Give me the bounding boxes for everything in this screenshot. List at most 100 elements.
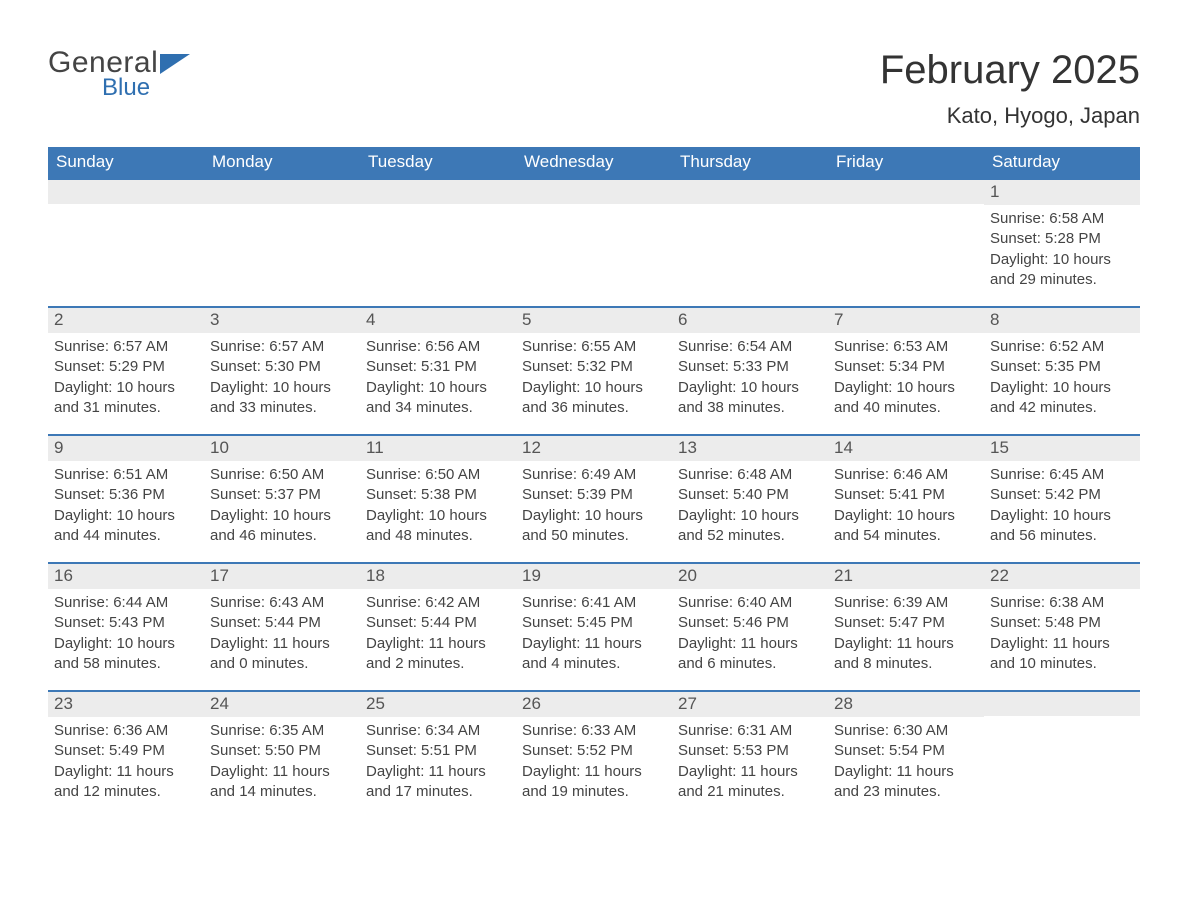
sunset-line: Sunset: 5:52 PM: [522, 741, 666, 761]
day-number: 6: [672, 308, 828, 333]
brand-word-2: Blue: [102, 76, 158, 100]
sunrise-line: Sunrise: 6:45 AM: [990, 465, 1134, 485]
day-details: Sunrise: 6:48 AMSunset: 5:40 PMDaylight:…: [672, 461, 828, 548]
day-details: Sunrise: 6:53 AMSunset: 5:34 PMDaylight:…: [828, 333, 984, 420]
daylight-line-1: Daylight: 10 hours: [54, 634, 198, 654]
calendar-day: 16Sunrise: 6:44 AMSunset: 5:43 PMDayligh…: [48, 564, 204, 676]
sunrise-line: Sunrise: 6:44 AM: [54, 593, 198, 613]
sunrise-line: Sunrise: 6:56 AM: [366, 337, 510, 357]
sunset-line: Sunset: 5:48 PM: [990, 613, 1134, 633]
calendar-day: 1Sunrise: 6:58 AMSunset: 5:28 PMDaylight…: [984, 180, 1140, 292]
sunset-line: Sunset: 5:39 PM: [522, 485, 666, 505]
day-details: Sunrise: 6:56 AMSunset: 5:31 PMDaylight:…: [360, 333, 516, 420]
sunset-line: Sunset: 5:53 PM: [678, 741, 822, 761]
sunset-line: Sunset: 5:41 PM: [834, 485, 978, 505]
daylight-line-2: and 10 minutes.: [990, 654, 1134, 674]
dow-friday: Friday: [828, 147, 984, 178]
sunrise-line: Sunrise: 6:49 AM: [522, 465, 666, 485]
daylight-line-1: Daylight: 11 hours: [366, 634, 510, 654]
day-number: 9: [48, 436, 204, 461]
sunrise-line: Sunrise: 6:50 AM: [366, 465, 510, 485]
day-details: Sunrise: 6:34 AMSunset: 5:51 PMDaylight:…: [360, 717, 516, 804]
daylight-line-1: Daylight: 11 hours: [210, 634, 354, 654]
dow-wednesday: Wednesday: [516, 147, 672, 178]
calendar-day: 7Sunrise: 6:53 AMSunset: 5:34 PMDaylight…: [828, 308, 984, 420]
calendar-day: 2Sunrise: 6:57 AMSunset: 5:29 PMDaylight…: [48, 308, 204, 420]
day-number: [48, 180, 204, 204]
sunset-line: Sunset: 5:38 PM: [366, 485, 510, 505]
daylight-line-1: Daylight: 10 hours: [54, 378, 198, 398]
brand-flag-icon: [160, 54, 194, 80]
daylight-line-2: and 52 minutes.: [678, 526, 822, 546]
sunrise-line: Sunrise: 6:46 AM: [834, 465, 978, 485]
daylight-line-2: and 54 minutes.: [834, 526, 978, 546]
daylight-line-1: Daylight: 11 hours: [210, 762, 354, 782]
sunrise-line: Sunrise: 6:35 AM: [210, 721, 354, 741]
sunset-line: Sunset: 5:34 PM: [834, 357, 978, 377]
day-number: 11: [360, 436, 516, 461]
day-number: 13: [672, 436, 828, 461]
calendar-day: 15Sunrise: 6:45 AMSunset: 5:42 PMDayligh…: [984, 436, 1140, 548]
daylight-line-2: and 2 minutes.: [366, 654, 510, 674]
day-number: 25: [360, 692, 516, 717]
day-number: [984, 692, 1140, 716]
month-title: February 2025: [880, 48, 1140, 93]
sunrise-line: Sunrise: 6:57 AM: [54, 337, 198, 357]
sunset-line: Sunset: 5:30 PM: [210, 357, 354, 377]
day-number: [516, 180, 672, 204]
sunrise-line: Sunrise: 6:57 AM: [210, 337, 354, 357]
brand-logo: General Blue: [48, 48, 194, 100]
calendar-day: 17Sunrise: 6:43 AMSunset: 5:44 PMDayligh…: [204, 564, 360, 676]
day-of-week-header: Sunday Monday Tuesday Wednesday Thursday…: [48, 147, 1140, 178]
daylight-line-2: and 50 minutes.: [522, 526, 666, 546]
calendar-day: [360, 180, 516, 292]
daylight-line-1: Daylight: 10 hours: [210, 506, 354, 526]
day-number: 12: [516, 436, 672, 461]
daylight-line-2: and 33 minutes.: [210, 398, 354, 418]
day-number: 2: [48, 308, 204, 333]
daylight-line-2: and 46 minutes.: [210, 526, 354, 546]
calendar-day: 18Sunrise: 6:42 AMSunset: 5:44 PMDayligh…: [360, 564, 516, 676]
calendar-day: 4Sunrise: 6:56 AMSunset: 5:31 PMDaylight…: [360, 308, 516, 420]
day-details: Sunrise: 6:45 AMSunset: 5:42 PMDaylight:…: [984, 461, 1140, 548]
calendar-day: 21Sunrise: 6:39 AMSunset: 5:47 PMDayligh…: [828, 564, 984, 676]
sunrise-line: Sunrise: 6:42 AM: [366, 593, 510, 613]
calendar-day: [204, 180, 360, 292]
daylight-line-1: Daylight: 11 hours: [54, 762, 198, 782]
daylight-line-1: Daylight: 11 hours: [678, 762, 822, 782]
day-number: 5: [516, 308, 672, 333]
day-details: Sunrise: 6:44 AMSunset: 5:43 PMDaylight:…: [48, 589, 204, 676]
day-details: Sunrise: 6:55 AMSunset: 5:32 PMDaylight:…: [516, 333, 672, 420]
calendar-week: 23Sunrise: 6:36 AMSunset: 5:49 PMDayligh…: [48, 690, 1140, 804]
daylight-line-1: Daylight: 10 hours: [54, 506, 198, 526]
sunrise-line: Sunrise: 6:43 AM: [210, 593, 354, 613]
calendar-day: [672, 180, 828, 292]
daylight-line-2: and 56 minutes.: [990, 526, 1134, 546]
daylight-line-2: and 0 minutes.: [210, 654, 354, 674]
sunset-line: Sunset: 5:47 PM: [834, 613, 978, 633]
calendar-week: 2Sunrise: 6:57 AMSunset: 5:29 PMDaylight…: [48, 306, 1140, 420]
day-details: Sunrise: 6:35 AMSunset: 5:50 PMDaylight:…: [204, 717, 360, 804]
calendar-day: 12Sunrise: 6:49 AMSunset: 5:39 PMDayligh…: [516, 436, 672, 548]
daylight-line-1: Daylight: 10 hours: [990, 506, 1134, 526]
daylight-line-2: and 4 minutes.: [522, 654, 666, 674]
sunrise-line: Sunrise: 6:50 AM: [210, 465, 354, 485]
daylight-line-1: Daylight: 10 hours: [990, 378, 1134, 398]
day-number: [360, 180, 516, 204]
sunrise-line: Sunrise: 6:55 AM: [522, 337, 666, 357]
daylight-line-2: and 34 minutes.: [366, 398, 510, 418]
sunset-line: Sunset: 5:37 PM: [210, 485, 354, 505]
day-details: Sunrise: 6:30 AMSunset: 5:54 PMDaylight:…: [828, 717, 984, 804]
sunset-line: Sunset: 5:46 PM: [678, 613, 822, 633]
sunset-line: Sunset: 5:44 PM: [366, 613, 510, 633]
calendar-day: 27Sunrise: 6:31 AMSunset: 5:53 PMDayligh…: [672, 692, 828, 804]
sunset-line: Sunset: 5:49 PM: [54, 741, 198, 761]
day-details: Sunrise: 6:57 AMSunset: 5:30 PMDaylight:…: [204, 333, 360, 420]
daylight-line-2: and 31 minutes.: [54, 398, 198, 418]
daylight-line-1: Daylight: 11 hours: [834, 762, 978, 782]
day-number: [204, 180, 360, 204]
daylight-line-1: Daylight: 10 hours: [522, 378, 666, 398]
day-number: 24: [204, 692, 360, 717]
sunrise-line: Sunrise: 6:34 AM: [366, 721, 510, 741]
day-details: Sunrise: 6:41 AMSunset: 5:45 PMDaylight:…: [516, 589, 672, 676]
